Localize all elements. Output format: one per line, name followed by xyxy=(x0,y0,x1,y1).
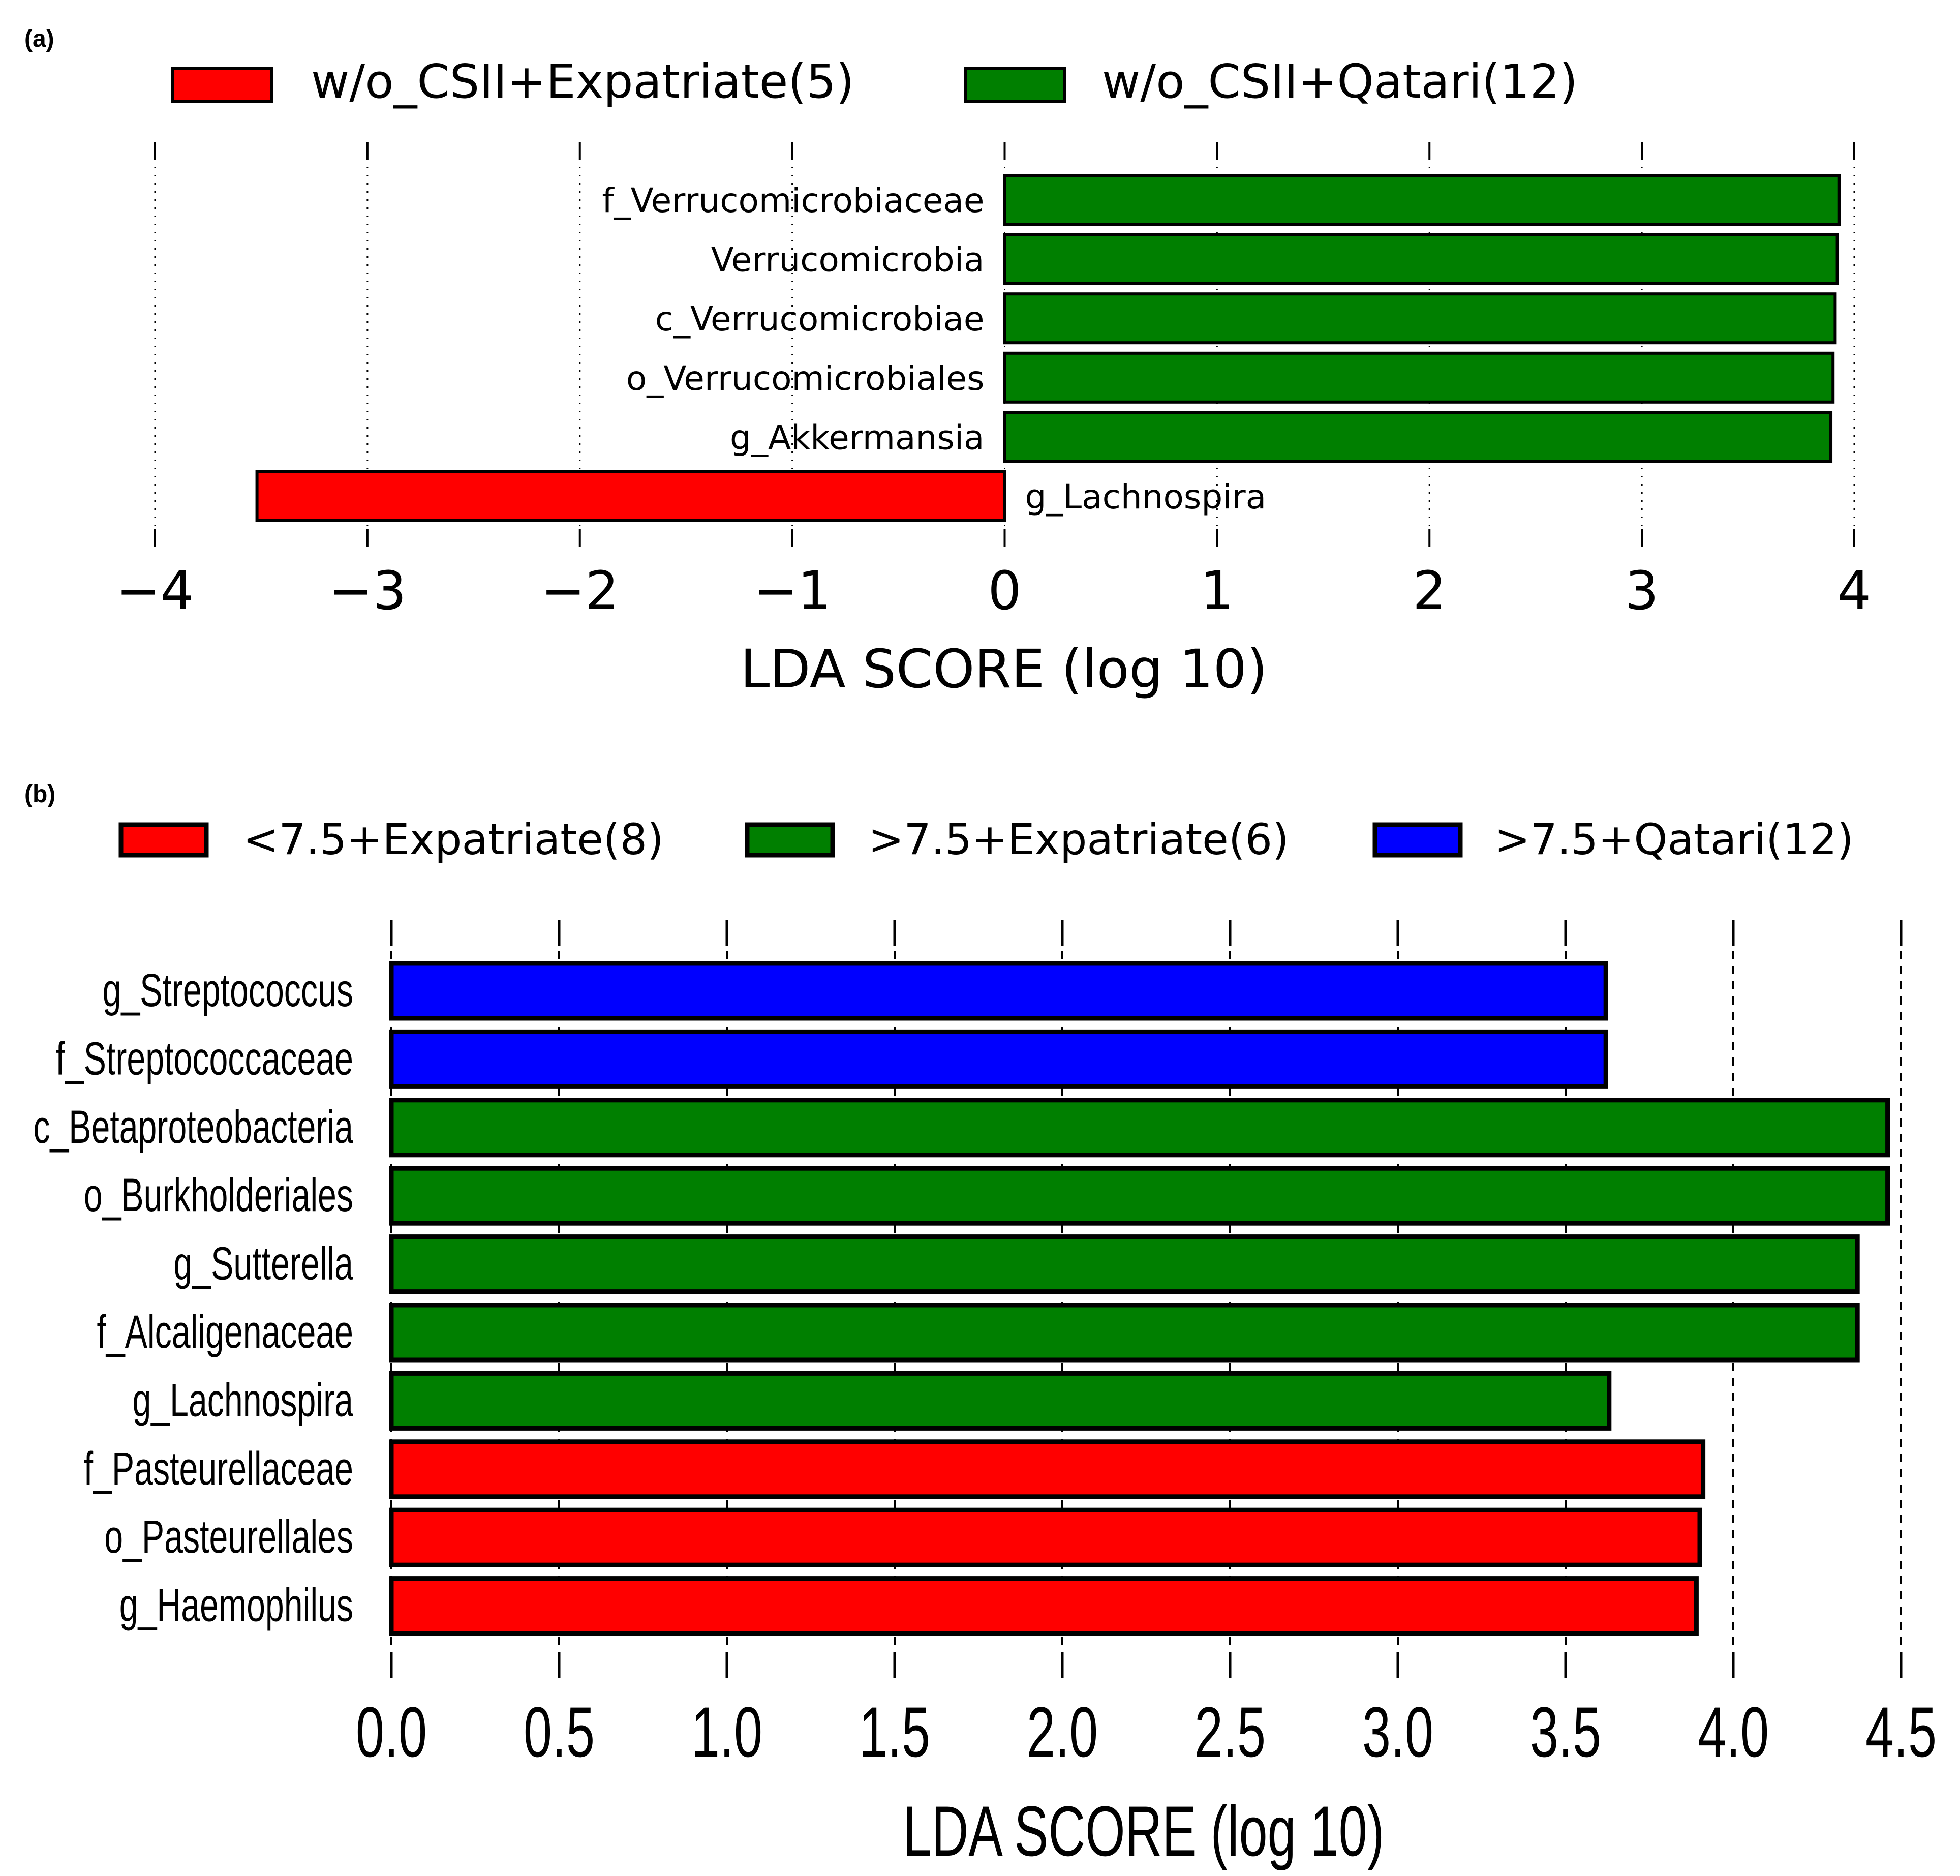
bar-label-o-verrucomicrobiales: o_Verrucomicrobiales xyxy=(626,359,985,398)
bar-label-f-streptococcaceae: f_Streptococcaceae xyxy=(56,1032,353,1084)
legend-label-7-5-expatriate-8: <7.5+Expatriate(8) xyxy=(243,814,664,864)
panel-a-bar-labels: f_Verrucomicrobiaceae Verrucomicrobia c_Ve… xyxy=(602,181,1266,517)
x-tick-label: 0.0 xyxy=(356,1692,427,1772)
legend-label-7-5-expatriate-6: >7.5+Expatriate(6) xyxy=(868,814,1289,864)
panel-b-label: (b) xyxy=(24,781,55,808)
x-tick-label: 2 xyxy=(1413,560,1446,622)
bar-g-streptococcus xyxy=(389,961,1608,1021)
bar-label-g-lachnospira: g_Lachnospira xyxy=(1025,477,1267,517)
legend-swatch-w-o-csii-qatari-12 xyxy=(964,67,1066,103)
bar-label-g-lachnospira: g_Lachnospira xyxy=(132,1374,353,1426)
bar-o-burkholderiales xyxy=(389,1166,1890,1226)
x-tick-label: 1.0 xyxy=(691,1692,762,1772)
panel-b-x-axis-label: LDA SCORE (log 10) xyxy=(903,1792,1385,1871)
bar-f-verrucomicrobiaceae xyxy=(1003,174,1841,226)
panel-b-bars xyxy=(389,961,1890,1636)
bar-verrucomicrobia xyxy=(1003,233,1839,285)
bar-f-streptococcaceae xyxy=(389,1029,1608,1089)
x-tick-label: 4 xyxy=(1838,560,1871,622)
x-tick-label: −3 xyxy=(328,560,406,622)
legend-swatch-w-o-csii-expatriate-5 xyxy=(171,67,273,103)
panel-a-chart: (a) w/o_CSII+Expatriate(5) w/o_CSII+Qatar… xyxy=(24,25,1871,700)
x-tick-label: −2 xyxy=(541,560,619,622)
bar-g-lachnospira xyxy=(389,1371,1612,1431)
x-tick-label: 0.5 xyxy=(524,1692,595,1772)
panel-b-legend: <7.5+Expatriate(8) >7.5+Expatriate(6) >7.5… xyxy=(118,814,1854,864)
bar-o-verrucomicrobiales xyxy=(1003,351,1835,404)
bar-c-verrucomicrobiae xyxy=(1003,292,1837,345)
x-tick-label: 4.5 xyxy=(1865,1692,1937,1772)
bar-label-c-betaproteobacteria: c_Betaproteobacteria xyxy=(33,1100,353,1153)
panel-a-bars xyxy=(255,174,1841,522)
panel-b-chart: (b) <7.5+Expatriate(8) >7.5+Expatriate(6)… xyxy=(24,781,1937,1871)
bar-label-verrucomicrobia: Verrucomicrobia xyxy=(711,240,985,280)
legend-swatch-7-5-expatriate-8 xyxy=(118,822,209,858)
legend-swatch-7-5-qatari-12 xyxy=(1372,822,1463,858)
x-tick-label: 1.5 xyxy=(859,1692,930,1772)
bar-label-g-haemophilus: g_Haemophilus xyxy=(119,1579,353,1631)
bar-g-haemophilus xyxy=(389,1576,1699,1636)
panel-a-legend: w/o_CSII+Expatriate(5) w/o_CSII+Qatari(12… xyxy=(171,54,1578,109)
x-tick-label: 0 xyxy=(988,560,1021,622)
bar-f-pasteurellaceae xyxy=(389,1439,1706,1499)
legend-label-w-o-csii-qatari-12: w/o_CSII+Qatari(12) xyxy=(1102,54,1578,109)
bar-c-betaproteobacteria xyxy=(389,1098,1890,1158)
legend-label-7-5-qatari-12: >7.5+Qatari(12) xyxy=(1494,814,1854,864)
bar-g-akkermansia xyxy=(1003,411,1833,463)
bar-label-g-streptococcus: g_Streptococcus xyxy=(103,963,353,1016)
panel-a-x-ticks: −4 −3 −2 −1 0 1 2 3 4 xyxy=(116,142,1871,622)
panel-a-label: (a) xyxy=(24,25,54,52)
x-tick-label: −4 xyxy=(116,560,194,622)
x-tick-label: 3.0 xyxy=(1362,1692,1433,1772)
bar-label-f-alcaligenaceae: f_Alcaligenaceae xyxy=(97,1305,353,1357)
bar-label-c-verrucomicrobiae: c_Verrucomicrobiae xyxy=(655,299,985,339)
bar-label-g-akkermansia: g_Akkermansia xyxy=(730,418,984,457)
x-tick-label: 3.5 xyxy=(1530,1692,1601,1772)
bar-label-f-pasteurellaceae: f_Pasteurellaceae xyxy=(84,1442,353,1494)
x-tick-label: 3 xyxy=(1625,560,1659,622)
legend-swatch-7-5-expatriate-6 xyxy=(745,822,835,858)
panel-b-bar-labels: g_Streptococcus f_Streptococcaceae c_Betap… xyxy=(33,963,353,1631)
x-tick-label: 2.5 xyxy=(1195,1692,1266,1772)
bar-g-lachnospira xyxy=(255,470,1006,522)
bar-o-pasteurellales xyxy=(389,1507,1702,1567)
bar-label-f-verrucomicrobiaceae: f_Verrucomicrobiaceae xyxy=(602,181,984,220)
bar-label-o-pasteurellales: o_Pasteurellales xyxy=(104,1510,353,1562)
x-tick-label: 4.0 xyxy=(1698,1692,1769,1772)
x-tick-label: 2.0 xyxy=(1027,1692,1098,1772)
x-tick-label: 1 xyxy=(1200,560,1234,622)
bar-g-sutterella xyxy=(389,1234,1860,1294)
panel-a-x-axis-label: LDA SCORE (log 10) xyxy=(740,638,1267,700)
bar-label-o-burkholderiales: o_Burkholderiales xyxy=(84,1168,353,1221)
x-tick-label: −1 xyxy=(753,560,831,622)
bar-label-g-sutterella: g_Sutterella xyxy=(173,1237,353,1289)
panel-b-x-ticks: 0.0 0.5 1.0 1.5 2.0 2.5 3.0 3.5 4.0 4.5 xyxy=(356,920,1937,1772)
legend-label-w-o-csii-expatriate-5: w/o_CSII+Expatriate(5) xyxy=(311,54,854,109)
bar-f-alcaligenaceae xyxy=(389,1303,1860,1363)
